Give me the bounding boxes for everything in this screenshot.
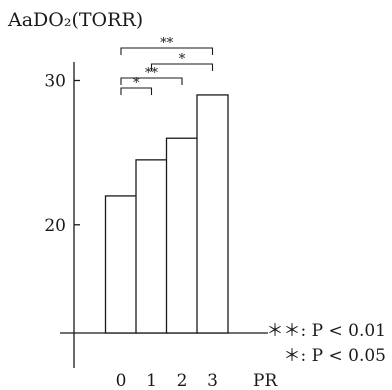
- significance-bracket: [120, 47, 214, 55]
- x-tick-label: 2: [177, 371, 188, 390]
- bars: [104, 94, 229, 334]
- significance-bracket: [120, 77, 183, 85]
- x-tick-label: 1: [146, 371, 157, 390]
- legend-p005: ＊: P < 0.05: [284, 341, 386, 366]
- significance-marker: *: [179, 52, 186, 67]
- x-tick-label: 0: [116, 371, 127, 390]
- bar-2: [165, 137, 199, 334]
- bar-0: [104, 195, 138, 334]
- y-tick-label: 20: [44, 216, 66, 236]
- legend-p001: ＊＊: P < 0.01: [267, 316, 386, 341]
- x-axis-label: PR: [253, 371, 278, 390]
- x-tick-label: 3: [207, 371, 218, 390]
- bar-1: [135, 159, 168, 334]
- significance-marker: **: [145, 66, 159, 81]
- significance-bracket: [150, 63, 214, 71]
- y-tick-label: 30: [44, 72, 66, 92]
- bar-3: [196, 94, 229, 334]
- legend-symbol-single: ＊: [283, 346, 301, 366]
- legend-text-p005: : P < 0.05: [300, 346, 386, 366]
- significance-brackets: ******: [120, 36, 214, 95]
- y-axis-label: AaDO₂(TORR): [7, 9, 143, 31]
- significance-marker: *: [133, 76, 140, 91]
- legend-text-p001: : P < 0.01: [300, 321, 386, 341]
- significance-marker: **: [160, 36, 174, 51]
- significance-bracket: [120, 87, 153, 95]
- legend-symbol-double: ＊＊: [266, 321, 301, 341]
